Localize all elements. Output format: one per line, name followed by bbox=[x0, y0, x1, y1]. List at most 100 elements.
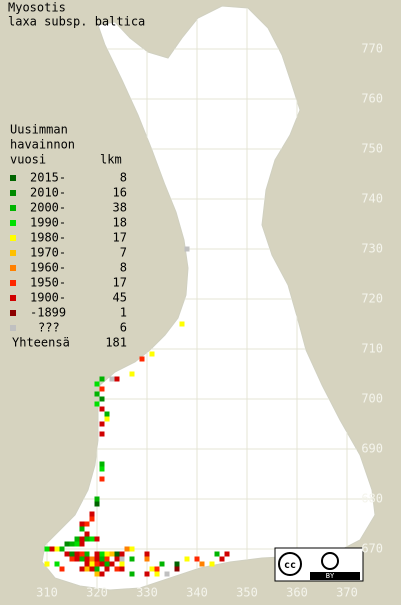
x-tick-label: 370 bbox=[336, 586, 358, 600]
record-square bbox=[84, 566, 90, 572]
record-square bbox=[94, 401, 100, 407]
legend-swatch bbox=[10, 295, 16, 301]
record-square bbox=[94, 551, 100, 557]
record-square bbox=[129, 371, 135, 377]
cc-icon bbox=[278, 552, 302, 576]
record-square bbox=[84, 536, 90, 542]
legend-label: -1899 bbox=[30, 306, 66, 320]
record-square bbox=[149, 566, 155, 572]
x-tick-label: 360 bbox=[286, 586, 308, 600]
record-square bbox=[79, 521, 85, 527]
legend-label: 1900- bbox=[30, 291, 66, 305]
legend-label: 1960- bbox=[30, 261, 66, 275]
record-square bbox=[59, 546, 65, 552]
record-square bbox=[124, 546, 130, 552]
legend-swatch bbox=[10, 175, 16, 181]
legend-label: 2015- bbox=[30, 171, 66, 185]
x-tick-label: 330 bbox=[136, 586, 158, 600]
y-tick-label: 760 bbox=[361, 92, 383, 106]
record-square bbox=[104, 416, 110, 422]
record-square bbox=[94, 501, 100, 507]
record-square bbox=[209, 561, 215, 567]
record-square bbox=[109, 376, 115, 382]
record-square bbox=[84, 551, 90, 557]
record-square bbox=[104, 551, 110, 557]
record-square bbox=[99, 461, 105, 467]
legend-count-heading: lkm bbox=[100, 153, 122, 167]
record-square bbox=[184, 246, 190, 252]
record-square bbox=[69, 541, 75, 547]
record-square bbox=[44, 546, 50, 552]
record-square bbox=[69, 556, 75, 562]
record-square bbox=[99, 571, 105, 577]
legend-count: 8 bbox=[120, 171, 127, 185]
legend-swatch bbox=[10, 220, 16, 226]
record-square bbox=[69, 551, 75, 557]
record-square bbox=[89, 566, 95, 572]
record-square bbox=[129, 571, 135, 577]
record-square bbox=[104, 556, 110, 562]
legend-count: 17 bbox=[113, 276, 127, 290]
record-square bbox=[99, 406, 105, 412]
record-square bbox=[149, 351, 155, 357]
record-square bbox=[174, 561, 180, 567]
record-square bbox=[114, 376, 120, 382]
record-square bbox=[99, 386, 105, 392]
by-bar bbox=[310, 572, 360, 580]
record-square bbox=[89, 556, 95, 562]
y-tick-label: 670 bbox=[361, 542, 383, 556]
record-square bbox=[79, 541, 85, 547]
legend-label: ??? bbox=[38, 321, 60, 335]
record-square bbox=[79, 526, 85, 532]
x-tick-label: 350 bbox=[236, 586, 258, 600]
legend-label: 1950- bbox=[30, 276, 66, 290]
record-square bbox=[84, 531, 90, 537]
record-square bbox=[99, 476, 105, 482]
legend-label: 2010- bbox=[30, 186, 66, 200]
record-square bbox=[114, 556, 120, 562]
record-square bbox=[109, 561, 115, 567]
record-square bbox=[104, 566, 110, 572]
y-tick-label: 680 bbox=[361, 492, 383, 506]
record-square bbox=[89, 536, 95, 542]
record-square bbox=[44, 561, 50, 567]
record-square bbox=[144, 551, 150, 557]
record-square bbox=[219, 556, 225, 562]
record-square bbox=[74, 541, 80, 547]
record-square bbox=[59, 566, 65, 572]
x-tick-label: 320 bbox=[86, 586, 108, 600]
by-icon bbox=[321, 552, 339, 570]
legend-swatch bbox=[10, 205, 16, 211]
record-square bbox=[94, 556, 100, 562]
record-square bbox=[224, 551, 230, 557]
record-square bbox=[99, 551, 105, 557]
record-square bbox=[89, 511, 95, 517]
record-square bbox=[129, 556, 135, 562]
legend-label: 1990- bbox=[30, 216, 66, 230]
record-square bbox=[84, 521, 90, 527]
record-square bbox=[129, 546, 135, 552]
record-square bbox=[94, 571, 100, 577]
y-tick-label: 700 bbox=[361, 392, 383, 406]
record-square bbox=[154, 566, 160, 572]
legend-heading: havainnon bbox=[10, 138, 75, 152]
finland-outline bbox=[41, 5, 376, 591]
record-square bbox=[194, 556, 200, 562]
title: Myosotis bbox=[8, 1, 66, 15]
record-square bbox=[114, 551, 120, 557]
record-square bbox=[99, 376, 105, 382]
record-square bbox=[79, 556, 85, 562]
legend-count: 18 bbox=[113, 216, 127, 230]
legend-swatch bbox=[10, 280, 16, 286]
legend-count: 17 bbox=[113, 231, 127, 245]
record-square bbox=[154, 571, 160, 577]
record-square bbox=[109, 551, 115, 557]
legend-count: 16 bbox=[113, 186, 127, 200]
record-square bbox=[99, 431, 105, 437]
y-tick-label: 690 bbox=[361, 442, 383, 456]
legend-count: 45 bbox=[113, 291, 127, 305]
record-square bbox=[89, 561, 95, 567]
legend-swatch bbox=[10, 235, 16, 241]
legend-count: 7 bbox=[120, 246, 127, 260]
record-square bbox=[144, 571, 150, 577]
